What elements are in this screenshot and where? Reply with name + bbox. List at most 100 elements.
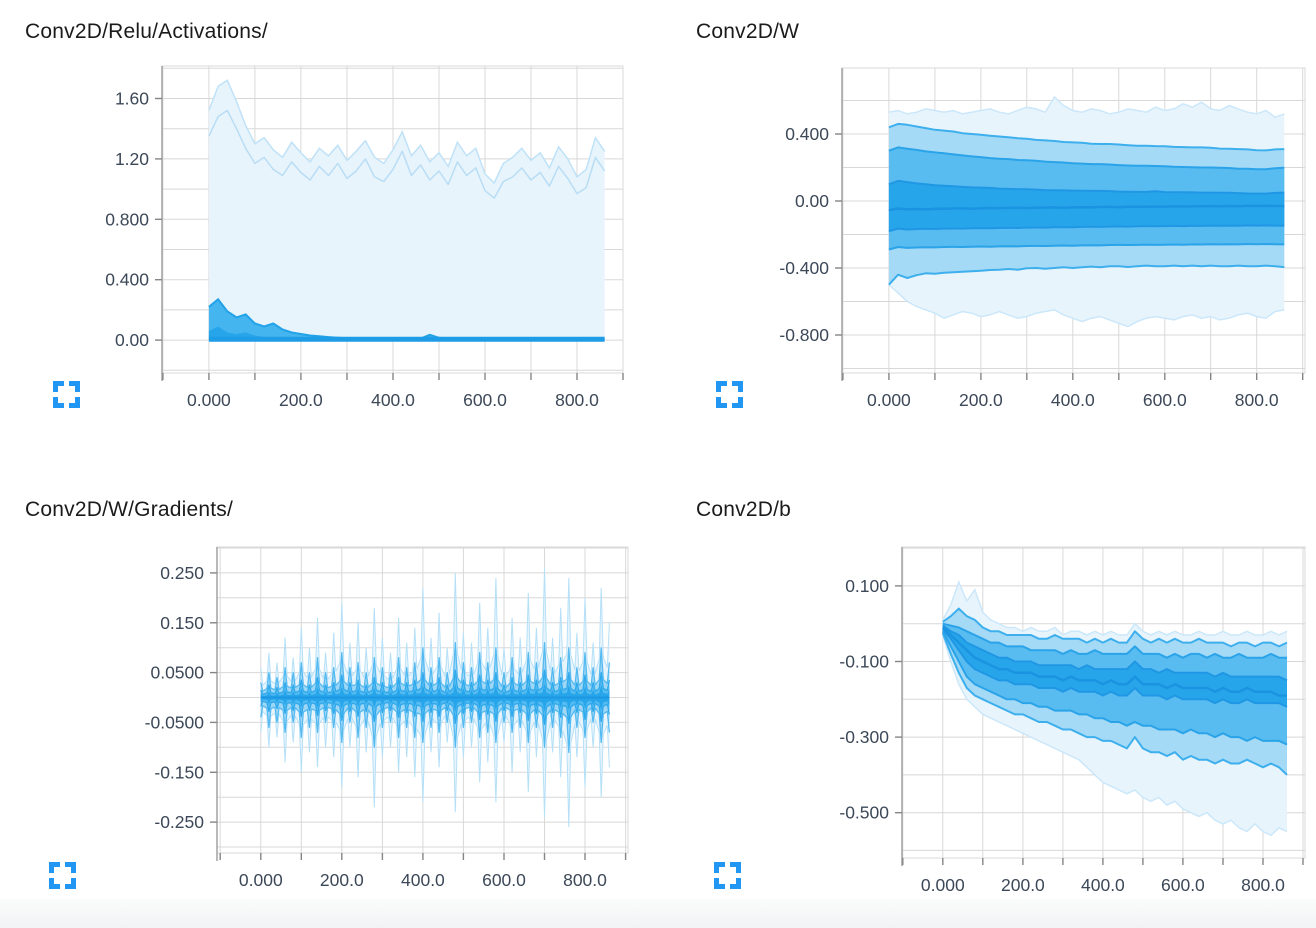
distribution-chart-0: 1.60 1.20 0.800 0.400 0.00 0.000 200.0 400.0 600… bbox=[105, 65, 624, 410]
chart-title-activations: Conv2D/Relu/Activations/ bbox=[25, 20, 268, 43]
y-axis: 1.60 1.20 0.800 0.400 0.00 bbox=[105, 66, 163, 381]
chart-title-w: Conv2D/W bbox=[696, 20, 800, 43]
y-tick-label: 1.20 bbox=[115, 149, 149, 169]
band-edge-line bbox=[260, 710, 610, 828]
p69-line bbox=[942, 624, 1288, 682]
y-tick-label: 0.100 bbox=[845, 576, 889, 596]
band-edge-line bbox=[942, 580, 1288, 636]
x-tick-label: 800.0 bbox=[1241, 875, 1285, 895]
y-axis: 0.400 0.00 -0.400 -0.800 bbox=[779, 68, 843, 381]
x-tick-label: 400.0 bbox=[1051, 390, 1095, 410]
median-line bbox=[941, 626, 1287, 697]
p84-line bbox=[260, 669, 611, 696]
fullscreen-icon[interactable] bbox=[714, 862, 741, 889]
y-tick-label: 0.400 bbox=[785, 124, 829, 144]
y-axis: 0.100 -0.100 -0.300 -0.500 bbox=[839, 547, 903, 866]
fullscreen-corner bbox=[714, 878, 725, 889]
median-line bbox=[888, 204, 1285, 212]
x-tick-label: 400.0 bbox=[401, 870, 445, 890]
p93-line bbox=[942, 607, 1288, 648]
p16-line bbox=[260, 700, 611, 726]
fullscreen-corner bbox=[69, 397, 80, 408]
p69-line bbox=[888, 179, 1285, 195]
y-tick-label: -0.300 bbox=[839, 727, 889, 747]
x-tick-label: 200.0 bbox=[320, 870, 364, 890]
y-tick-label: 0.150 bbox=[160, 613, 204, 633]
y-tick-label: -0.800 bbox=[779, 325, 829, 345]
y-tick-label: -0.400 bbox=[779, 258, 829, 278]
x-axis: 0.000 200.0 400.0 600.0 800.0 bbox=[902, 858, 1304, 895]
chart-title-b: Conv2D/b bbox=[696, 498, 791, 521]
y-tick-label: 0.00 bbox=[115, 330, 149, 350]
y-tick-label: -0.100 bbox=[839, 652, 889, 672]
x-tick-label: 0.000 bbox=[239, 870, 283, 890]
p93-line bbox=[260, 642, 611, 692]
p31-line bbox=[942, 628, 1288, 708]
fullscreen-icon[interactable] bbox=[53, 381, 80, 408]
y-tick-label: 0.800 bbox=[105, 209, 149, 229]
distribution-chart-1: 0.400 0.00 -0.400 -0.800 0.000 200.0 400.0 600.… bbox=[779, 67, 1306, 410]
distribution-chart-2: 0.250 0.150 0.0500 -0.0500 -0.150 -0.250 0.000… bbox=[145, 546, 629, 890]
percentile-band bbox=[942, 625, 1287, 707]
x-tick-label: 600.0 bbox=[463, 390, 507, 410]
chart-bands bbox=[208, 79, 606, 342]
fullscreen-corner bbox=[53, 397, 64, 408]
chart-title-gradients: Conv2D/W/Gradients/ bbox=[25, 498, 234, 521]
y-tick-label: 0.00 bbox=[795, 191, 829, 211]
y-tick-label: 1.60 bbox=[115, 89, 149, 109]
p84-line bbox=[888, 146, 1285, 171]
chart-bands bbox=[260, 567, 611, 828]
y-tick-label: -0.250 bbox=[154, 812, 204, 832]
fullscreen-corner bbox=[730, 878, 741, 889]
p7-line bbox=[941, 632, 1288, 776]
p93-line bbox=[888, 122, 1285, 152]
fullscreen-corner bbox=[53, 381, 64, 392]
y-tick-label: -0.150 bbox=[154, 762, 204, 782]
x-tick-label: 400.0 bbox=[1081, 875, 1125, 895]
fullscreen-corner bbox=[65, 878, 76, 889]
percentile-band bbox=[208, 80, 605, 341]
p7-line bbox=[888, 264, 1285, 286]
x-tick-label: 800.0 bbox=[555, 390, 599, 410]
fullscreen-corner bbox=[732, 381, 743, 392]
p93-line bbox=[208, 109, 606, 199]
x-axis: 0.000 200.0 400.0 600.0 800.0 bbox=[162, 373, 624, 410]
distribution-chart-3: 0.100 -0.100 -0.300 -0.500 0.000 200.0 400.0 60… bbox=[839, 546, 1306, 895]
x-tick-label: 200.0 bbox=[1001, 875, 1045, 895]
x-tick-label: 0.000 bbox=[921, 875, 965, 895]
band-edge-line bbox=[208, 79, 606, 185]
percentile-band bbox=[888, 180, 1285, 232]
x-tick-label: 200.0 bbox=[279, 390, 323, 410]
y-tick-label: 0.0500 bbox=[150, 663, 204, 683]
band-edge-line bbox=[888, 95, 1285, 119]
fullscreen-icon[interactable] bbox=[49, 862, 76, 889]
band-edge-line bbox=[260, 567, 610, 687]
x-tick-label: 0.000 bbox=[867, 390, 911, 410]
p84-line bbox=[942, 622, 1287, 659]
x-tick-label: 800.0 bbox=[1235, 390, 1279, 410]
fullscreen-corner bbox=[49, 878, 60, 889]
p16-line bbox=[941, 630, 1288, 746]
band-edge-line bbox=[942, 634, 1288, 837]
chart-bands bbox=[941, 580, 1288, 837]
x-axis: 0.000 200.0 400.0 600.0 800.0 bbox=[842, 373, 1304, 410]
fullscreen-icon[interactable] bbox=[716, 381, 743, 408]
p16-line bbox=[888, 243, 1285, 251]
x-tick-label: 600.0 bbox=[1143, 390, 1187, 410]
y-tick-label: 0.400 bbox=[105, 270, 149, 290]
fullscreen-corner bbox=[714, 862, 725, 873]
chart-bands bbox=[888, 95, 1285, 328]
y-tick-label: -0.0500 bbox=[145, 712, 205, 732]
band-edge-line bbox=[888, 284, 1285, 328]
fullscreen-corner bbox=[716, 397, 727, 408]
x-tick-label: 200.0 bbox=[959, 390, 1003, 410]
fullscreen-corner bbox=[65, 862, 76, 873]
y-axis: 0.250 0.150 0.0500 -0.0500 -0.150 -0.250 bbox=[145, 547, 218, 861]
fullscreen-corner bbox=[732, 397, 743, 408]
y-tick-label: -0.500 bbox=[839, 803, 889, 823]
bottom-strip bbox=[0, 899, 1316, 928]
x-tick-label: 600.0 bbox=[482, 870, 526, 890]
fullscreen-corner bbox=[716, 381, 727, 392]
